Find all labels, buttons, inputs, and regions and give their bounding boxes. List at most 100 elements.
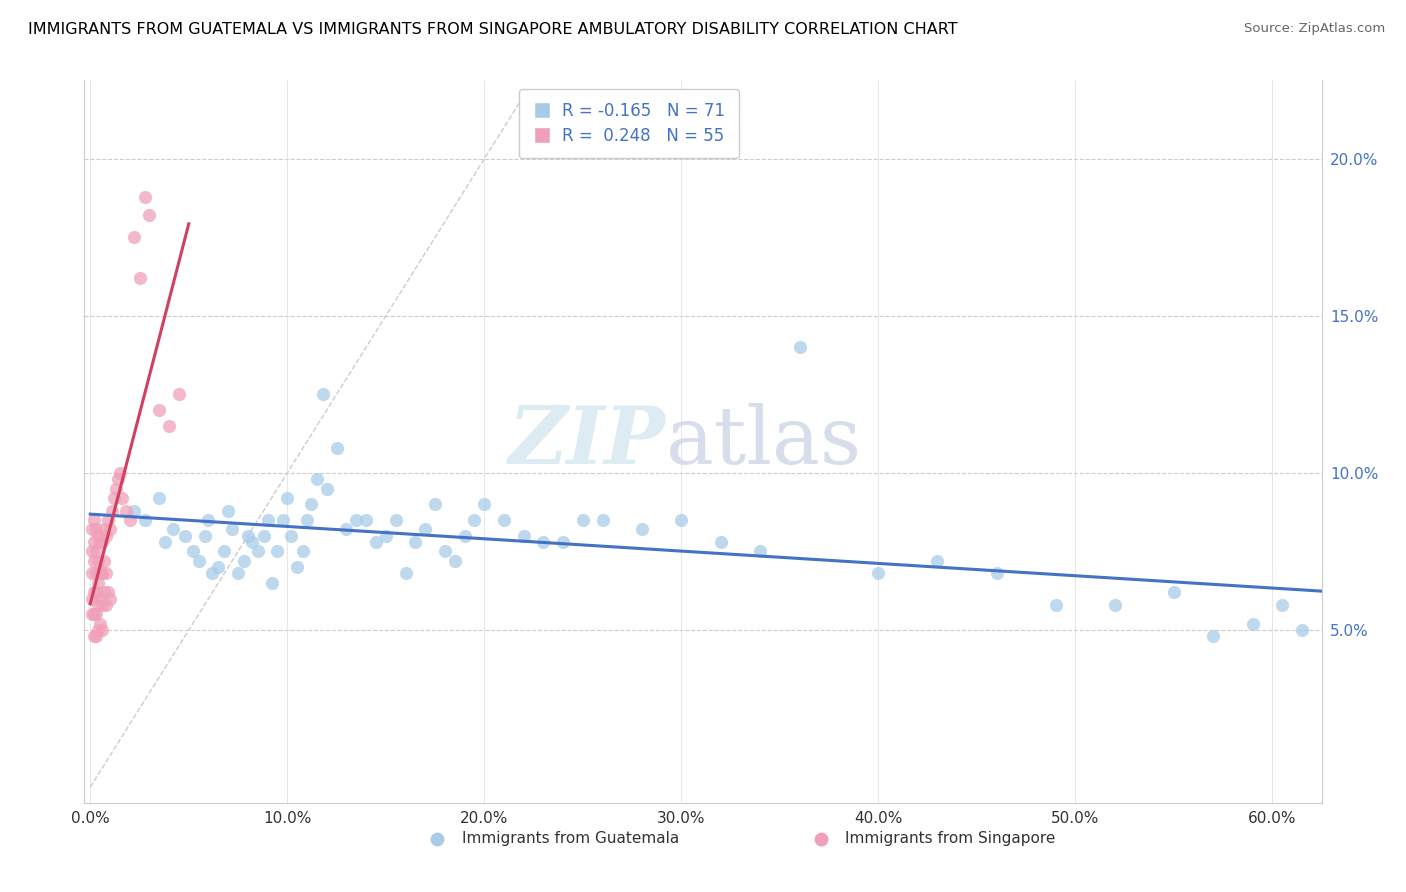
Point (114, 503, 136, 517)
Point (1202, 629, 1225, 643)
Point (93, 523, 115, 537)
Point (84, 629, 107, 643)
Point (201, 566, 224, 581)
Legend: R = -0.165   N = 71, R =  0.248   N = 55: R = -0.165 N = 71, R = 0.248 N = 55 (519, 88, 738, 158)
Point (98, 523, 121, 537)
Point (181, 544, 204, 558)
Point (226, 566, 249, 581)
Point (354, 513, 377, 527)
Text: IMMIGRANTS FROM GUATEMALA VS IMMIGRANTS FROM SINGAPORE AMBULATORY DISABILITY COR: IMMIGRANTS FROM GUATEMALA VS IMMIGRANTS … (28, 22, 957, 37)
Point (104, 482, 127, 496)
Point (1241, 616, 1264, 631)
Point (423, 497, 446, 511)
Point (91, 535, 114, 549)
Point (710, 535, 733, 549)
Point (193, 529, 215, 543)
Point (433, 544, 456, 558)
Point (233, 554, 256, 568)
Point (240, 535, 263, 549)
Point (671, 513, 693, 527)
Point (148, 403, 170, 417)
Point (413, 523, 436, 537)
Point (260, 575, 283, 590)
Point (256, 513, 278, 527)
Point (83, 535, 105, 549)
Point (87, 623, 110, 637)
Point (553, 535, 575, 549)
Point (1045, 598, 1067, 612)
Point (443, 554, 465, 568)
Point (280, 529, 302, 543)
Point (157, 418, 180, 433)
Point (512, 529, 534, 543)
Point (87, 575, 110, 590)
Point (111, 491, 134, 505)
Point (122, 503, 145, 517)
Point (91, 566, 114, 581)
Point (631, 523, 654, 537)
Point (148, 491, 170, 505)
Point (94, 529, 117, 543)
Point (82, 566, 104, 581)
Point (83, 585, 105, 599)
Point (84, 607, 107, 622)
Point (1163, 585, 1185, 599)
Point (299, 497, 322, 511)
Text: Immigrants from Singapore: Immigrants from Singapore (845, 831, 1056, 847)
Point (153, 535, 176, 549)
Point (128, 271, 150, 285)
Point (138, 208, 160, 222)
Point (789, 340, 811, 354)
Point (986, 566, 1008, 581)
Point (312, 387, 335, 401)
Point (463, 513, 485, 527)
Point (89, 616, 111, 631)
Point (91, 623, 114, 637)
Point (87, 598, 110, 612)
Point (592, 513, 614, 527)
Point (472, 497, 495, 511)
Point (335, 523, 357, 537)
Point (94, 598, 117, 612)
Point (276, 491, 298, 505)
Point (325, 441, 347, 455)
Point (97, 513, 120, 527)
Point (118, 513, 141, 527)
Point (93, 585, 115, 599)
Text: ZIP: ZIP (509, 403, 666, 480)
Point (82, 544, 104, 558)
Point (207, 560, 229, 574)
Point (97, 585, 120, 599)
Point (315, 482, 337, 496)
Point (84, 523, 107, 537)
Point (927, 554, 949, 568)
Point (87, 554, 110, 568)
Point (103, 491, 125, 505)
Point (1291, 623, 1313, 637)
Point (187, 554, 209, 568)
Point (273, 513, 295, 527)
Point (374, 529, 396, 543)
Point (84, 544, 107, 558)
Point (1271, 598, 1294, 612)
Point (492, 513, 515, 527)
Point (384, 513, 406, 527)
Point (98, 591, 121, 606)
Point (89, 566, 111, 581)
Point (134, 189, 156, 203)
Point (572, 513, 595, 527)
Point (89, 591, 111, 606)
Point (91, 598, 114, 612)
Point (94, 566, 117, 581)
Point (167, 387, 190, 401)
Point (1104, 598, 1126, 612)
Point (212, 544, 235, 558)
Point (87, 529, 110, 543)
Point (83, 554, 105, 568)
Point (404, 535, 426, 549)
Point (82, 591, 104, 606)
Point (173, 529, 195, 543)
Point (292, 544, 315, 558)
Point (221, 523, 243, 537)
Point (394, 566, 416, 581)
